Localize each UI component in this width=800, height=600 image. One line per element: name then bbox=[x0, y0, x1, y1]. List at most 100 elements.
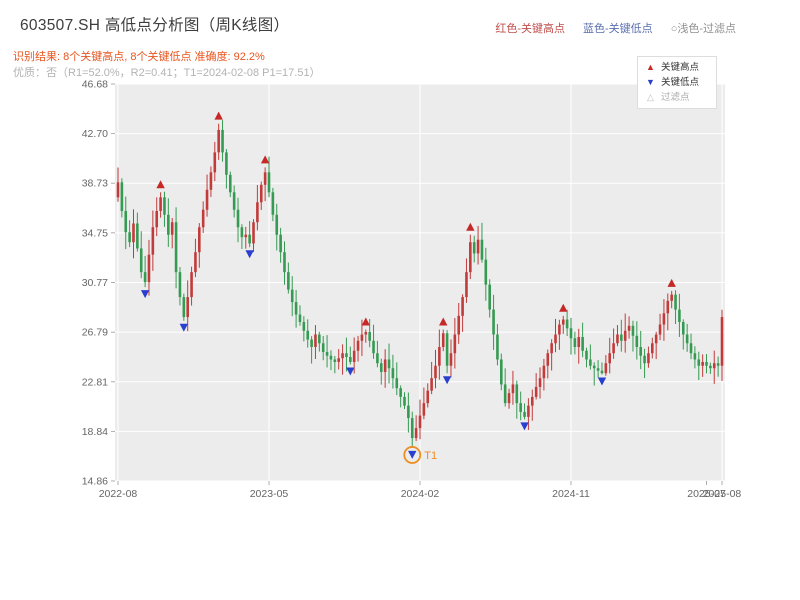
candle-body bbox=[616, 334, 619, 344]
axis-labels: 46.68 42.70 38.73 34.75 30.77 26.79 22.81 18.84… bbox=[82, 79, 742, 501]
gridlines bbox=[115, 83, 725, 482]
candle-body bbox=[681, 322, 685, 335]
candle-body bbox=[527, 405, 530, 417]
key-low-marker bbox=[442, 376, 452, 385]
candle-body bbox=[484, 259, 488, 285]
candle-body bbox=[174, 222, 178, 273]
candle-body bbox=[441, 333, 445, 348]
candle-body bbox=[530, 396, 534, 406]
candle-body bbox=[461, 297, 464, 316]
candle-body bbox=[341, 353, 344, 359]
candle-body bbox=[395, 378, 399, 389]
candle-body bbox=[573, 338, 577, 348]
candle-body bbox=[453, 334, 457, 354]
candle-body bbox=[554, 334, 557, 344]
x-tick-label: 2025-07 bbox=[687, 488, 726, 500]
candle-body bbox=[620, 334, 623, 341]
candle-body bbox=[689, 343, 693, 354]
candle-body bbox=[136, 223, 139, 249]
candle-body bbox=[205, 189, 209, 210]
x-tick-label: 2024-11 bbox=[552, 488, 590, 500]
candle-body bbox=[186, 297, 189, 318]
candle-body bbox=[143, 272, 147, 283]
candle-body bbox=[298, 314, 302, 323]
candle-body bbox=[124, 211, 128, 233]
candle-body bbox=[678, 309, 681, 323]
candle-body bbox=[259, 184, 263, 203]
candle-body bbox=[256, 202, 259, 223]
chart-legend-item-key-high: ▲ 关键高点 bbox=[645, 62, 709, 73]
y-tick-label: 38.73 bbox=[82, 178, 108, 190]
candle-body bbox=[569, 328, 573, 339]
candle-body bbox=[519, 403, 522, 412]
triangle-up-icon: ▲ bbox=[646, 62, 655, 72]
candle-body bbox=[438, 347, 441, 366]
candle-body bbox=[329, 355, 333, 360]
candle-body bbox=[271, 192, 275, 215]
candle-body bbox=[360, 334, 364, 341]
candle-body bbox=[345, 353, 348, 357]
t1-circle-icon bbox=[403, 446, 422, 464]
candle-body bbox=[511, 384, 515, 394]
candle-body bbox=[697, 359, 701, 366]
candle-body bbox=[550, 343, 553, 354]
candle-body bbox=[267, 172, 271, 193]
candle-body bbox=[651, 343, 654, 354]
candle-body bbox=[364, 332, 368, 335]
candle-body bbox=[701, 361, 704, 366]
candle-body bbox=[198, 227, 201, 253]
y-tick-label: 18.84 bbox=[82, 426, 108, 438]
key-high-marker bbox=[439, 317, 448, 326]
x-tick-label: 2024-02 bbox=[401, 488, 440, 500]
candle-body bbox=[418, 415, 422, 429]
header-legend-key-low: 蓝色-关键低点 bbox=[583, 23, 653, 35]
candle-body bbox=[639, 347, 642, 356]
triangle-up-hollow-icon: △ bbox=[647, 92, 654, 102]
candle-body bbox=[720, 317, 724, 366]
key-high-marker bbox=[466, 222, 475, 231]
candle-body bbox=[318, 334, 321, 344]
candle-body bbox=[492, 309, 495, 335]
candle-body bbox=[496, 334, 499, 360]
triangle-down-icon: ▼ bbox=[646, 77, 655, 87]
candle-body bbox=[407, 405, 410, 419]
candle-body bbox=[244, 234, 248, 238]
chart-legend-label: 关键低点 bbox=[661, 77, 700, 88]
candle-body bbox=[472, 242, 476, 254]
chart-legend: ▲ 关键高点 ▼ 关键低点 △ 过滤点 bbox=[637, 56, 717, 109]
candle-body bbox=[523, 411, 526, 417]
candle-body bbox=[654, 334, 658, 344]
candle-body bbox=[325, 351, 329, 356]
candle-body bbox=[306, 330, 310, 340]
candle-body bbox=[349, 356, 352, 362]
t1-label: T1 bbox=[424, 450, 437, 462]
candle-body bbox=[410, 418, 414, 439]
recognition-result-line: 识别结果: 8个关键高点, 8个关键低点 准确度: 92.2% bbox=[13, 51, 265, 63]
key-low-marker bbox=[520, 422, 529, 431]
candle-body bbox=[705, 361, 708, 366]
candle-body bbox=[685, 334, 689, 344]
y-tick-label: 42.70 bbox=[82, 128, 108, 140]
chart-legend-item-key-low: ▼ 关键低点 bbox=[645, 77, 709, 88]
key-low-marker bbox=[408, 450, 417, 459]
candle-body bbox=[623, 330, 627, 341]
key-high-marker bbox=[361, 317, 370, 326]
candle-body bbox=[647, 353, 650, 364]
candle-body bbox=[201, 209, 205, 228]
candle-body bbox=[515, 384, 519, 404]
y-tick-label: 46.68 bbox=[82, 79, 108, 91]
candle-body bbox=[465, 272, 468, 298]
candle-body bbox=[480, 239, 484, 260]
key-high-marker bbox=[214, 111, 223, 120]
candle-body bbox=[500, 359, 503, 385]
y-tick-label: 34.75 bbox=[82, 227, 108, 239]
candle-body bbox=[670, 294, 673, 301]
candle-body bbox=[352, 350, 356, 362]
key-low-marker bbox=[140, 290, 150, 299]
candle-body bbox=[627, 325, 631, 331]
candle-body bbox=[151, 227, 155, 255]
candle-body bbox=[391, 368, 395, 379]
candle-body bbox=[565, 319, 569, 329]
candle-body bbox=[612, 343, 615, 354]
candle-body bbox=[221, 129, 224, 153]
